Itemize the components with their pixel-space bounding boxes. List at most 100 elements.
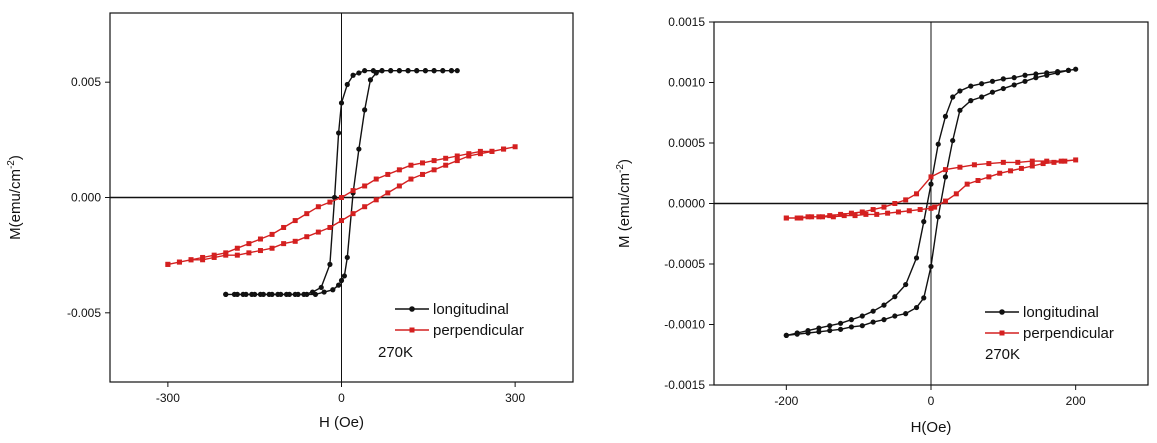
data-point-longitudinal bbox=[859, 323, 865, 329]
data-point-longitudinal bbox=[1011, 75, 1017, 81]
y-tick-label: 0.0010 bbox=[668, 76, 705, 90]
data-point-perpendicular bbox=[339, 218, 344, 224]
data-point-longitudinal bbox=[1000, 76, 1006, 82]
legend-label-perpendicular: perpendicular bbox=[1023, 325, 1114, 342]
data-point-longitudinal bbox=[968, 83, 974, 89]
data-point-perpendicular bbox=[1015, 159, 1021, 165]
data-point-longitudinal bbox=[989, 78, 996, 84]
x-tick-label: 300 bbox=[505, 391, 525, 405]
y-axis-title: M(emu/cm-2) bbox=[6, 155, 24, 240]
data-point-perpendicular bbox=[431, 158, 437, 164]
data-point-perpendicular bbox=[928, 205, 934, 211]
data-point-longitudinal bbox=[396, 68, 402, 74]
data-point-longitudinal bbox=[278, 291, 284, 297]
data-point-perpendicular bbox=[906, 208, 912, 214]
data-point-perpendicular bbox=[917, 207, 923, 213]
data-point-perpendicular bbox=[408, 176, 414, 182]
data-point-longitudinal bbox=[989, 89, 996, 95]
data-point-perpendicular bbox=[942, 198, 948, 204]
data-point-perpendicular bbox=[408, 162, 414, 168]
y-tick-label: 0.000 bbox=[71, 191, 101, 205]
data-point-longitudinal bbox=[1073, 66, 1079, 72]
data-point-perpendicular bbox=[1018, 165, 1024, 171]
data-point-perpendicular bbox=[830, 214, 836, 220]
data-point-longitudinal bbox=[448, 68, 455, 74]
data-point-longitudinal bbox=[330, 287, 336, 293]
data-point-perpendicular bbox=[914, 191, 920, 197]
data-point-longitudinal bbox=[344, 81, 350, 88]
data-point-perpendicular bbox=[870, 207, 876, 213]
data-point-longitudinal bbox=[367, 77, 374, 83]
data-point-perpendicular bbox=[1073, 157, 1079, 163]
data-point-longitudinal bbox=[921, 295, 927, 301]
data-point-perpendicular bbox=[246, 241, 252, 247]
data-point-perpendicular bbox=[350, 188, 356, 194]
data-point-longitudinal bbox=[304, 291, 310, 297]
data-point-perpendicular bbox=[257, 248, 263, 254]
data-point-longitudinal bbox=[870, 319, 876, 325]
data-point-longitudinal bbox=[341, 273, 347, 279]
data-point-perpendicular bbox=[269, 231, 275, 237]
data-point-perpendicular bbox=[454, 153, 460, 159]
data-point-longitudinal bbox=[336, 130, 342, 136]
data-point-perpendicular bbox=[805, 214, 811, 220]
x-tick-label: -300 bbox=[156, 391, 180, 405]
x-tick-label: 0 bbox=[928, 394, 935, 408]
data-point-perpendicular bbox=[1062, 158, 1068, 164]
data-point-perpendicular bbox=[339, 195, 344, 200]
data-point-longitudinal bbox=[968, 98, 974, 104]
data-point-perpendicular bbox=[895, 209, 901, 215]
data-point-longitudinal bbox=[405, 68, 411, 74]
data-point-perpendicular bbox=[783, 215, 789, 221]
data-point-perpendicular bbox=[942, 167, 948, 173]
data-point-perpendicular bbox=[827, 213, 833, 219]
data-point-longitudinal bbox=[816, 329, 822, 335]
data-point-longitudinal bbox=[1011, 82, 1017, 88]
data-point-longitudinal bbox=[327, 261, 333, 267]
legend: longitudinal perpendicular bbox=[985, 304, 1114, 342]
y-tick-label: 0.0005 bbox=[668, 136, 705, 150]
data-point-perpendicular bbox=[986, 161, 992, 167]
data-point-longitudinal bbox=[928, 263, 934, 270]
legend-marker-longitudinal bbox=[409, 306, 415, 312]
data-point-longitudinal bbox=[356, 146, 362, 152]
y-tick-label: 0.005 bbox=[71, 75, 101, 89]
data-point-longitudinal bbox=[338, 277, 345, 284]
data-point-longitudinal bbox=[321, 289, 327, 295]
series-perpendicular bbox=[783, 157, 1079, 221]
data-point-perpendicular bbox=[420, 171, 426, 177]
data-point-perpendicular bbox=[373, 176, 379, 182]
data-point-longitudinal bbox=[827, 327, 833, 334]
data-point-longitudinal bbox=[1065, 67, 1072, 73]
x-tick-label: -200 bbox=[774, 394, 798, 408]
data-point-perpendicular bbox=[859, 209, 865, 215]
data-point-longitudinal bbox=[234, 291, 240, 297]
data-point-longitudinal bbox=[286, 291, 293, 297]
data-point-longitudinal bbox=[892, 294, 898, 300]
data-point-longitudinal bbox=[848, 324, 855, 330]
legend-marker-perpendicular bbox=[999, 330, 1005, 336]
data-point-longitudinal bbox=[979, 94, 985, 100]
temperature-annotation: 270K bbox=[378, 344, 413, 361]
data-point-longitudinal bbox=[422, 68, 429, 74]
data-point-perpendicular bbox=[257, 236, 263, 242]
data-point-perpendicular bbox=[188, 257, 194, 263]
data-point-perpendicular bbox=[903, 197, 909, 203]
data-point-perpendicular bbox=[971, 162, 977, 168]
data-point-perpendicular bbox=[431, 167, 437, 173]
data-point-perpendicular bbox=[932, 204, 938, 210]
data-point-perpendicular bbox=[443, 155, 449, 161]
temperature-annotation: 270K bbox=[985, 346, 1020, 363]
y-tick-label: -0.0010 bbox=[664, 318, 705, 332]
data-point-longitudinal bbox=[950, 94, 956, 100]
data-point-longitudinal bbox=[805, 330, 811, 336]
data-point-perpendicular bbox=[315, 204, 321, 210]
data-point-longitudinal bbox=[1044, 72, 1050, 78]
data-point-longitudinal bbox=[881, 317, 887, 323]
data-point-perpendicular bbox=[975, 178, 981, 184]
data-point-perpendicular bbox=[362, 183, 368, 189]
data-point-perpendicular bbox=[200, 257, 206, 263]
data-point-longitudinal bbox=[935, 141, 941, 147]
data-point-perpendicular bbox=[848, 210, 854, 216]
